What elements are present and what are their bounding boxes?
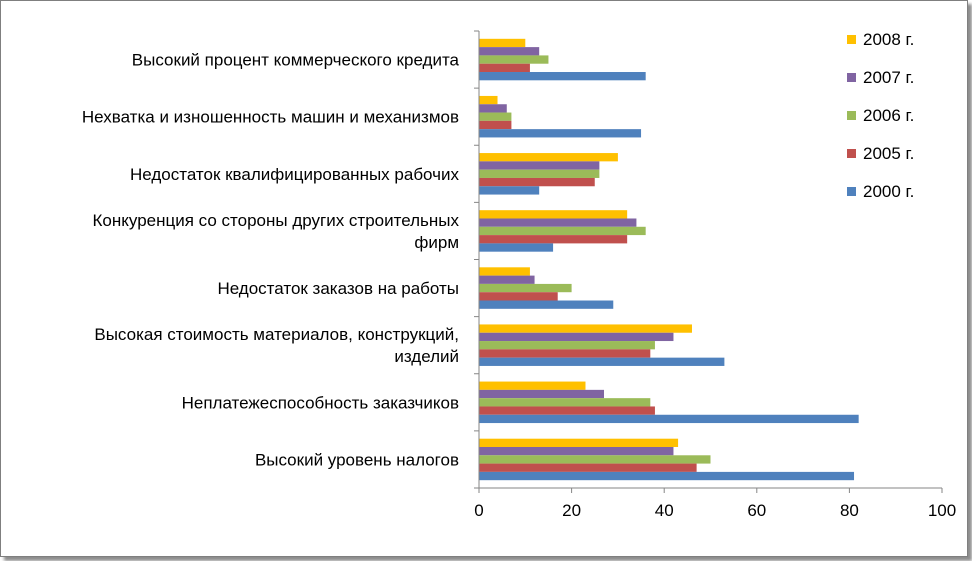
bar-2008г-cat-0 xyxy=(479,38,526,48)
bar-2006г-cat-0 xyxy=(479,55,549,64)
category-label: Конкуренция со стороны других строительн… xyxy=(93,211,460,252)
category-label: Неплатежеспособность заказчиков xyxy=(182,393,459,412)
bar-2007г-cat-3 xyxy=(479,218,637,227)
bar-2005г-cat-3 xyxy=(479,235,628,244)
bar-2008г-cat-6 xyxy=(479,381,586,390)
bar-2005г-cat-1 xyxy=(479,120,512,130)
bars-layer xyxy=(479,38,859,481)
category-label: Недостаток заказов на работы xyxy=(217,279,459,298)
legend-label: 2006 г. xyxy=(863,106,914,125)
bar-2006г-cat-4 xyxy=(479,283,572,293)
legend: 2008 г. 2007 г. 2006 г. 2005 г. 2000 г. xyxy=(847,30,914,201)
bar-2008г-cat-4 xyxy=(479,267,530,276)
axes-layer xyxy=(474,30,943,493)
x-tick-label: 40 xyxy=(655,501,674,520)
x-tick-label: 20 xyxy=(562,501,581,520)
bar-2008г-cat-7 xyxy=(479,438,679,447)
bar-2000г-cat-0 xyxy=(479,72,646,81)
bar-2000г-cat-6 xyxy=(479,414,859,424)
bar-2006г-cat-5 xyxy=(479,341,655,350)
bar-2006г-cat-3 xyxy=(479,226,646,236)
bar-2000г-cat-2 xyxy=(479,186,540,195)
bar-2006г-cat-1 xyxy=(479,112,512,121)
bar-2006г-cat-6 xyxy=(479,398,651,407)
legend-label: 2007 г. xyxy=(863,68,914,87)
category-label: Высокий процент коммерческого кредита xyxy=(132,51,460,70)
bar-2008г-cat-3 xyxy=(479,210,628,219)
bar-2005г-cat-6 xyxy=(479,406,655,415)
category-labels: Высокий процент коммерческого кредита Нех… xyxy=(82,51,460,470)
bar-2008г-cat-1 xyxy=(479,95,498,105)
x-tick-label: 100 xyxy=(928,501,956,520)
legend-swatch xyxy=(847,149,856,158)
bar-2000г-cat-3 xyxy=(479,243,554,252)
bar-2000г-cat-5 xyxy=(479,357,725,366)
bar-2007г-cat-0 xyxy=(479,47,540,56)
x-tick-label: 80 xyxy=(840,501,859,520)
bar-2007г-cat-1 xyxy=(479,104,507,113)
bar-2007г-cat-2 xyxy=(479,161,600,170)
x-tick-label: 0 xyxy=(474,501,483,520)
category-label: Высокий уровень налогов xyxy=(255,450,459,469)
bar-2007г-cat-5 xyxy=(479,332,674,342)
x-tick-label: 60 xyxy=(747,501,766,520)
category-label: Недостаток квалифицированных рабочих xyxy=(130,165,459,184)
category-label: Высокая стоимость материалов, конструкци… xyxy=(94,325,459,366)
bar-2007г-cat-4 xyxy=(479,275,535,284)
legend-label: 2005 г. xyxy=(863,144,914,163)
legend-swatch xyxy=(847,73,856,82)
bar-2006г-cat-7 xyxy=(479,455,711,464)
bar-2008г-cat-5 xyxy=(479,324,692,333)
bar-2006г-cat-2 xyxy=(479,169,600,178)
bar-2005г-cat-0 xyxy=(479,63,530,73)
bar-2007г-cat-6 xyxy=(479,389,605,399)
bar-2005г-cat-2 xyxy=(479,177,595,187)
bar-2005г-cat-7 xyxy=(479,463,697,472)
category-label: Нехватка и изношенность машин и механизм… xyxy=(82,108,459,127)
bar-2008г-cat-2 xyxy=(479,153,618,162)
bar-2000г-cat-1 xyxy=(479,129,642,138)
legend-swatch xyxy=(847,35,856,44)
bar-2005г-cat-5 xyxy=(479,349,651,358)
legend-label: 2000 г. xyxy=(863,182,914,201)
x-tick-labels: 0 20 40 60 80 100 xyxy=(474,501,956,520)
bar-2000г-cat-7 xyxy=(479,471,855,481)
bar-2000г-cat-4 xyxy=(479,300,614,309)
bar-2007г-cat-7 xyxy=(479,446,674,456)
bar-2005г-cat-4 xyxy=(479,292,558,301)
legend-label: 2008 г. xyxy=(863,30,914,49)
legend-swatch xyxy=(847,187,856,196)
legend-swatch xyxy=(847,111,856,120)
